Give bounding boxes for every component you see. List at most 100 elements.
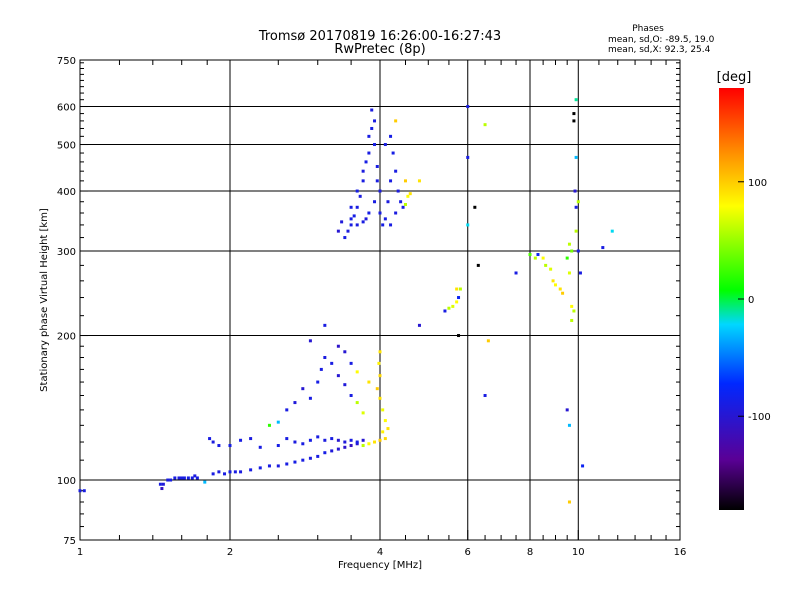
data-point — [367, 442, 371, 446]
data-point — [396, 189, 400, 193]
data-point — [378, 438, 382, 442]
data-point — [570, 304, 574, 308]
data-point — [466, 223, 470, 227]
data-point — [561, 291, 565, 295]
data-point — [355, 205, 359, 209]
data-point — [361, 444, 365, 448]
data-point — [316, 380, 320, 384]
data-point — [78, 489, 82, 493]
x-axis-label: Frequency [MHz] — [338, 560, 422, 571]
data-point — [483, 394, 487, 398]
data-point — [343, 445, 347, 449]
x-tick-label: 4 — [377, 547, 383, 558]
data-point — [190, 476, 194, 480]
data-point — [308, 438, 312, 442]
data-point — [383, 143, 387, 147]
data-point — [573, 189, 577, 193]
data-point — [316, 435, 320, 439]
data-point — [447, 306, 451, 310]
data-point — [572, 309, 576, 313]
data-point — [375, 179, 379, 183]
phase-x-stats: mean, sd,X: 92.3, 25.4 — [608, 45, 711, 55]
data-point — [182, 476, 186, 480]
data-point — [565, 408, 569, 412]
data-point — [349, 223, 353, 227]
data-point — [323, 438, 327, 442]
data-point — [528, 253, 532, 257]
data-point — [364, 217, 368, 221]
data-point — [217, 470, 221, 474]
data-point — [361, 179, 365, 183]
data-point — [391, 151, 395, 155]
data-point — [276, 444, 280, 448]
data-point — [417, 323, 421, 327]
data-point — [394, 169, 398, 173]
data-point — [276, 420, 280, 424]
data-point — [293, 401, 297, 405]
data-point — [301, 442, 305, 446]
data-point — [301, 458, 305, 462]
data-point — [308, 396, 312, 400]
data-point — [336, 229, 340, 233]
data-point — [378, 189, 382, 193]
data-point — [361, 438, 365, 442]
data-point — [378, 374, 382, 378]
data-point — [340, 220, 344, 224]
data-point — [180, 476, 184, 480]
data-point — [455, 300, 459, 304]
y-tick-label: 100 — [57, 476, 76, 487]
data-point — [276, 464, 280, 468]
data-point — [233, 470, 237, 474]
data-point — [346, 229, 350, 233]
data-point — [349, 394, 353, 398]
data-point — [394, 119, 398, 123]
data-point — [249, 468, 253, 472]
data-point — [389, 179, 393, 183]
data-point — [355, 189, 359, 193]
data-point — [319, 367, 323, 371]
data-point — [567, 423, 571, 427]
data-point — [389, 134, 393, 138]
data-point — [574, 98, 578, 102]
data-point — [343, 350, 347, 354]
data-point — [343, 383, 347, 387]
x-tick-label: 16 — [674, 547, 687, 558]
data-point — [578, 271, 582, 275]
data-point — [514, 271, 518, 275]
phases-heading: Phases — [632, 24, 664, 34]
data-point — [367, 211, 371, 215]
data-point — [285, 408, 289, 412]
colorbar-tick-label: -100 — [748, 412, 771, 423]
data-point — [160, 487, 164, 491]
data-point — [377, 361, 381, 365]
data-point — [203, 480, 207, 484]
data-point — [483, 123, 487, 127]
y-tick-label: 600 — [57, 103, 76, 114]
data-point — [567, 271, 571, 275]
data-point — [258, 466, 262, 470]
data-point — [574, 155, 578, 159]
data-point — [349, 438, 353, 442]
data-point — [336, 438, 340, 442]
data-point — [370, 126, 374, 130]
data-point — [570, 318, 574, 322]
data-point — [451, 304, 455, 308]
data-point — [285, 462, 289, 466]
data-point — [572, 112, 576, 116]
data-point — [228, 444, 232, 448]
data-point — [249, 437, 253, 441]
data-point — [576, 200, 580, 204]
data-point — [373, 200, 377, 204]
grid-lines — [80, 60, 680, 540]
data-point — [581, 464, 585, 468]
data-point — [355, 440, 359, 444]
data-point — [208, 437, 212, 441]
data-point — [336, 344, 340, 348]
data-point — [406, 194, 410, 198]
x-tick-label: 1 — [77, 547, 83, 558]
data-point — [533, 256, 537, 260]
data-point — [355, 370, 359, 374]
data-point — [378, 211, 382, 215]
data-point — [466, 105, 470, 109]
